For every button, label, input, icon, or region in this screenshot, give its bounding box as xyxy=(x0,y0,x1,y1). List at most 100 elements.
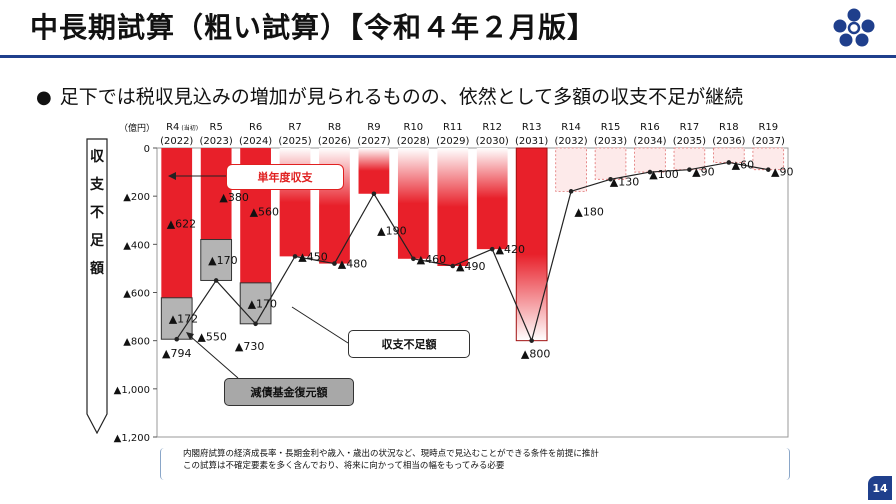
bar-value-label: ▲380 xyxy=(219,191,248,204)
future-shortfall-bar xyxy=(634,147,666,173)
bar-value-label: ▲622 xyxy=(167,217,196,230)
x-category-label: R18 xyxy=(719,122,739,133)
bar-value-label: ▲90 xyxy=(771,166,793,179)
bar-value-label: ▲800 xyxy=(521,348,550,361)
y-axis-title-char: 不 xyxy=(90,205,104,221)
bar-value-label: ▲180 xyxy=(574,205,603,218)
subtitle-text: 足下では税収見込みの増加が見られるものの、依然として多額の収支不足が継続 xyxy=(59,86,744,108)
total-shortfall-point xyxy=(489,246,495,252)
x-category-year: (2036) xyxy=(712,136,745,147)
x-category-year: (2037) xyxy=(752,136,785,147)
total-shortfall-point xyxy=(450,263,456,269)
y-tick-label: ▲1,200 xyxy=(114,433,150,444)
bar-value-label: ▲60 xyxy=(732,158,754,171)
x-category-label: R10 xyxy=(404,122,424,133)
total-value-label: ▲730 xyxy=(235,340,264,353)
x-category-label: R6 xyxy=(249,122,262,133)
bar-value-label: ▲490 xyxy=(456,260,485,273)
page-number: 14 xyxy=(868,476,892,500)
total-shortfall-point xyxy=(726,160,732,165)
total-shortfall-point xyxy=(174,336,180,342)
unit-label: （億円） xyxy=(119,122,155,134)
total-value-label: ▲794 xyxy=(162,347,191,360)
future-shortfall-bar xyxy=(555,147,587,192)
x-category-label: R17 xyxy=(680,122,700,133)
footnote-line-2: この試算は不確定要素を多く含んでおり、将来に向かって相当の幅をもってみる必要 xyxy=(183,461,505,471)
x-category-year: (2023) xyxy=(200,136,233,147)
x-category-year: (2022) xyxy=(160,136,193,147)
x-category-label: R9 xyxy=(367,122,380,133)
arrow-head-icon xyxy=(186,332,194,340)
single-year-shortfall-bar xyxy=(515,147,548,342)
total-shortfall-point xyxy=(568,189,574,194)
x-category-year: (2024) xyxy=(239,136,272,147)
x-category-label: R11 xyxy=(443,122,463,133)
x-category-year: (2034) xyxy=(633,136,666,147)
bar-value-label: ▲130 xyxy=(610,175,639,188)
y-axis-title: 収支不足額 xyxy=(86,138,108,434)
x-category-year: (2025) xyxy=(278,136,311,147)
leader-total-shortfall xyxy=(291,306,349,344)
single-year-shortfall-bar xyxy=(437,148,469,267)
fund-restoration-bar xyxy=(239,282,272,325)
future-shortfall-bar xyxy=(752,147,785,171)
single-year-shortfall-bar xyxy=(397,148,429,259)
x-category-label: R15 xyxy=(601,122,621,133)
total-shortfall-point xyxy=(213,278,219,283)
subtitle: ● 足下では税収見込みの増加が見られるものの、依然として多額の収支不足が継続 xyxy=(36,82,876,109)
y-tick-label: ▲400 xyxy=(123,240,150,251)
bar-value-label: ▲560 xyxy=(250,205,279,218)
footnote-box: 内閣府試算の経済成長率・長期金利や歳入・歳出の状況など、現時点で見込むことができ… xyxy=(160,448,790,480)
y-tick-label: ▲1,000 xyxy=(114,385,150,396)
x-category-year: (2030) xyxy=(476,136,509,147)
x-category-year: (2027) xyxy=(357,136,390,147)
arrow-head-icon xyxy=(168,172,176,180)
x-category-label: R5 xyxy=(210,122,223,133)
total-value-label: ▲550 xyxy=(197,330,226,343)
x-category-year: (2029) xyxy=(436,136,469,147)
x-category-label: R7 xyxy=(288,122,301,133)
x-category-note: (当初) xyxy=(181,124,198,132)
x-category-label: R13 xyxy=(522,122,542,133)
total-shortfall-point xyxy=(292,254,298,259)
y-tick-label: ▲800 xyxy=(123,337,150,348)
x-category-label: R8 xyxy=(328,122,341,133)
x-category-year: (2035) xyxy=(673,136,706,147)
total-shortfall-point xyxy=(411,256,416,262)
annotation-single-year: 単年度収支 xyxy=(226,164,344,190)
x-category-label: R19 xyxy=(758,122,778,133)
total-shortfall-point xyxy=(765,167,771,172)
fund-restoration-bar xyxy=(200,239,233,281)
footnote-line-1: 内閣府試算の経済成長率・長期金利や歳入・歳出の状況など、現時点で見込むことができ… xyxy=(183,449,599,459)
fund-value-label: ▲170 xyxy=(248,297,277,310)
bar-value-label: ▲460 xyxy=(417,253,446,266)
total-shortfall-line xyxy=(176,161,769,343)
single-year-shortfall-bar xyxy=(476,148,508,250)
x-category-label: R4 xyxy=(166,122,179,133)
x-category-label: R16 xyxy=(640,122,660,133)
total-shortfall-point xyxy=(608,177,613,182)
bar-value-label: ▲90 xyxy=(692,166,714,179)
y-axis-title-chars: 収支不足額 xyxy=(86,146,108,278)
page-title: 中長期試算（粗い試算）【令和４年２月版】 xyxy=(30,11,597,44)
y-axis-title-char: 支 xyxy=(90,177,104,193)
future-shortfall-bar xyxy=(673,147,706,171)
y-tick-label: 0 xyxy=(144,144,150,155)
bar-value-label: ▲480 xyxy=(338,258,367,271)
y-axis-title-char: 足 xyxy=(90,233,104,249)
fund-value-label: ▲172 xyxy=(169,313,198,326)
leader-fund-restoration xyxy=(189,335,239,379)
x-category-year: (2033) xyxy=(594,136,627,147)
bar-value-label: ▲420 xyxy=(495,243,524,256)
x-category-year: (2028) xyxy=(397,136,430,147)
x-category-year: (2031) xyxy=(515,136,548,147)
total-shortfall-point xyxy=(371,191,377,197)
total-shortfall-point xyxy=(647,169,653,175)
y-axis-title-char: 額 xyxy=(90,261,104,277)
x-category-label: R12 xyxy=(482,122,502,133)
bar-value-label: ▲100 xyxy=(649,168,678,181)
x-category-label: R14 xyxy=(561,122,581,133)
subtitle-bullet: ● xyxy=(36,87,52,108)
fund-restoration-bar xyxy=(160,297,193,340)
x-category-year: (2026) xyxy=(318,136,351,147)
